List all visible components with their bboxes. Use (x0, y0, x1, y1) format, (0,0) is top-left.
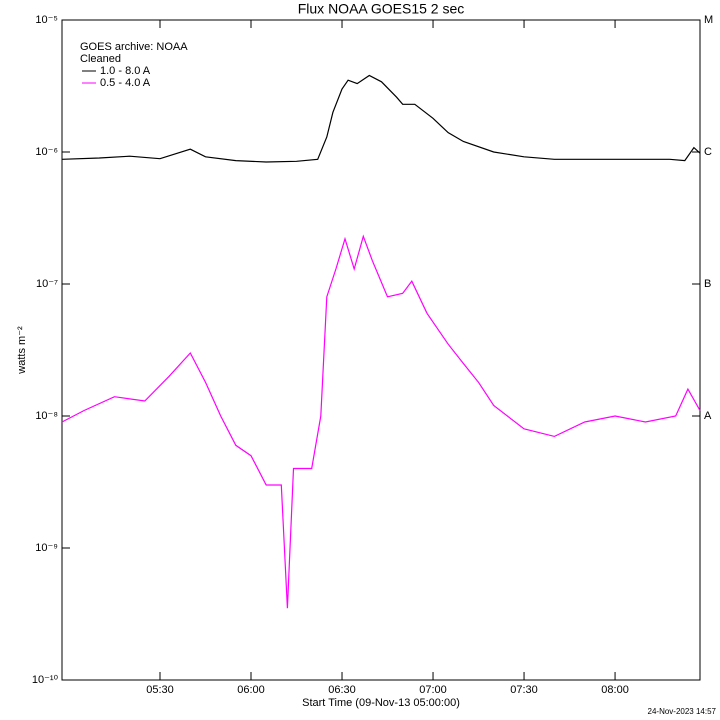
plot-frame (61, 19, 701, 681)
class-label: B (704, 278, 711, 290)
legend-title: Cleaned (80, 53, 121, 65)
y-axis-label: watts m⁻² (16, 326, 28, 375)
y-tick-label: 10⁻¹⁰ (32, 674, 59, 686)
class-label: C (704, 146, 712, 158)
x-tick-label: 07:30 (510, 684, 538, 696)
x-tick-label: 08:00 (601, 684, 629, 696)
y-tick-label: 10⁻⁷ (36, 278, 58, 290)
class-label: M (704, 14, 713, 26)
legend-label: 0.5 - 4.0 A (100, 77, 151, 89)
legend-label: 1.0 - 8.0 A (100, 65, 151, 77)
x-tick-label: 06:00 (237, 684, 265, 696)
y-tick-label: 10⁻⁶ (35, 146, 58, 158)
series-line (61, 74, 701, 163)
x-tick-label: 07:00 (419, 684, 447, 696)
footer: 24-Nov-2023 14:57 (648, 707, 717, 716)
y-tick-label: 10⁻⁸ (35, 410, 58, 422)
series-line (61, 234, 701, 609)
legend-title: GOES archive: NOAA (80, 41, 188, 53)
x-tick-label: 06:30 (328, 684, 356, 696)
y-tick-label: 10⁻⁵ (35, 14, 58, 26)
y-tick-label: 10⁻⁹ (35, 542, 58, 554)
class-label: A (704, 410, 712, 422)
x-axis-label: Start Time (09-Nov-13 05:00:00) (302, 697, 460, 709)
chart-title: Flux NOAA GOES15 2 sec (298, 1, 465, 17)
x-tick-label: 05:30 (146, 684, 174, 696)
